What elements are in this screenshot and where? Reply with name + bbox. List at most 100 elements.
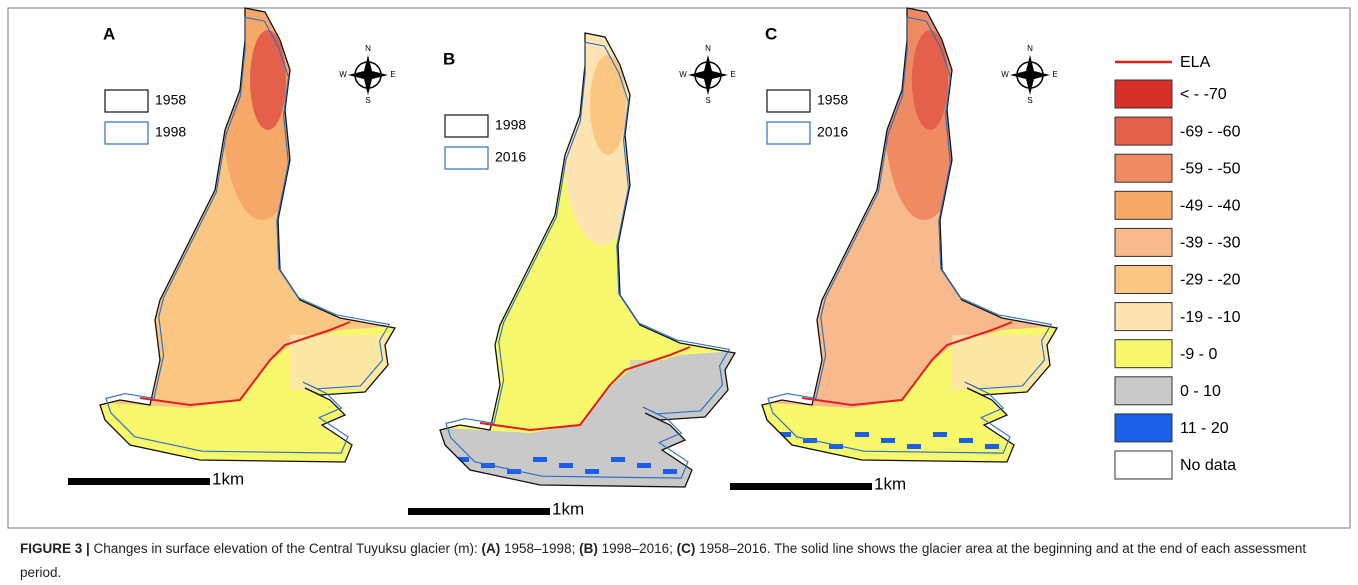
legend: ELA < - -70 -69 - -60 -59 - -50 -49 - -40 -39…	[1114, 54, 1241, 480]
outline-label: 2016	[817, 124, 848, 140]
caption-segment: Changes in surface elevation of the Cent…	[89, 541, 482, 556]
zone	[630, 360, 735, 415]
class-swatch	[1114, 302, 1173, 332]
outline-key	[104, 89, 149, 113]
outline-key	[444, 114, 489, 138]
glacier-fill	[762, 8, 1057, 462]
map-panel: C 1958 2016 1km N S E W	[730, 7, 1058, 493]
compass-e: E	[1052, 70, 1057, 79]
zone	[952, 335, 1057, 390]
patch	[455, 457, 469, 462]
compass-star	[688, 55, 728, 95]
class-swatch	[1114, 79, 1173, 109]
ela-line	[479, 346, 691, 432]
class-label: -39 - -30	[1180, 235, 1241, 252]
maps: A 1958 1998 1km N S E W B 1998 2016 1km N S E W C 1958 201…	[68, 7, 1058, 518]
compass-star	[1010, 55, 1050, 95]
figure-frame	[7, 7, 1351, 529]
zone	[250, 30, 286, 130]
class-label: No data	[1180, 457, 1236, 474]
patch	[933, 432, 947, 437]
caption-segment: (C)	[676, 541, 696, 556]
outline-label: 1958	[155, 92, 186, 108]
ela-line	[139, 321, 351, 407]
class-label: -49 - -40	[1180, 198, 1241, 215]
compass-n: N	[365, 44, 371, 53]
zone	[590, 55, 626, 155]
panel-label: B	[443, 49, 455, 68]
scale-bar	[408, 508, 550, 515]
patch	[959, 438, 973, 443]
caption-segment: FIGURE 3 |	[20, 541, 90, 556]
outline-label: 2016	[495, 149, 526, 165]
glacier-fill	[440, 33, 735, 487]
patch	[881, 438, 895, 443]
scale-bar	[730, 483, 872, 490]
patch	[829, 444, 843, 449]
compass: N S E W	[679, 44, 735, 105]
compass-e: E	[730, 70, 735, 79]
compass-star	[348, 55, 388, 95]
patch	[533, 457, 547, 462]
panel-label: C	[765, 24, 777, 43]
scale-label: 1km	[212, 469, 244, 488]
outline-label: 1958	[817, 92, 848, 108]
caption-segment: (B)	[579, 541, 598, 556]
compass-w: W	[1001, 70, 1009, 79]
class-swatch	[1114, 413, 1173, 443]
class-swatch	[1114, 339, 1173, 369]
class-swatch	[1114, 265, 1173, 294]
caption-segment: (A)	[481, 541, 501, 556]
class-swatch	[1114, 116, 1173, 146]
compass-w: W	[679, 70, 687, 79]
class-label: 0 - 10	[1180, 383, 1221, 400]
compass-e: E	[390, 70, 395, 79]
patch	[481, 463, 495, 468]
caption: FIGURE 3 | Changes in surface elevation …	[20, 537, 1340, 585]
patch	[507, 469, 521, 474]
patch	[907, 444, 921, 449]
patch	[585, 469, 599, 474]
class-label: -29 - -20	[1180, 272, 1241, 289]
class-swatch	[1114, 153, 1173, 183]
compass-n: N	[1027, 44, 1033, 53]
compass-s: S	[705, 96, 710, 105]
compass-s: S	[1027, 96, 1032, 105]
patch	[637, 463, 651, 468]
panel-label: A	[103, 24, 115, 43]
patch	[985, 444, 999, 449]
map-panel: A 1958 1998 1km N S E W	[68, 7, 396, 488]
compass-n: N	[705, 44, 711, 53]
caption-segment: 1958–2016. The solid line shows the glac…	[20, 541, 1307, 580]
patch	[559, 463, 573, 468]
zone	[912, 30, 948, 130]
class-label: -9 - 0	[1180, 346, 1217, 363]
patch	[855, 432, 869, 437]
class-label: 11 - 20	[1180, 420, 1229, 437]
compass: N S E W	[339, 44, 395, 105]
ela-label: ELA	[1180, 54, 1211, 71]
scale-label: 1km	[552, 499, 584, 518]
patch	[611, 457, 625, 462]
outline-key	[444, 146, 489, 170]
scale-bar	[68, 478, 210, 485]
outline-key	[766, 121, 811, 145]
compass: N S E W	[1001, 44, 1057, 105]
class-label: -59 - -50	[1180, 160, 1241, 177]
scale-label: 1km	[874, 474, 906, 493]
patch	[777, 432, 791, 437]
outline-label: 1998	[155, 124, 186, 140]
class-swatch	[1114, 376, 1173, 406]
class-swatch	[1114, 190, 1173, 220]
class-label: < - -70	[1180, 86, 1227, 103]
caption-segment: 1998–2016;	[597, 541, 677, 556]
class-swatch	[1114, 227, 1173, 257]
zone	[290, 335, 395, 390]
compass-s: S	[365, 96, 370, 105]
patch	[663, 469, 677, 474]
patch	[803, 438, 817, 443]
class-label: -19 - -10	[1180, 309, 1241, 326]
outline-key	[766, 89, 811, 113]
outline-label: 1998	[495, 117, 526, 133]
glacier-fill	[100, 8, 395, 462]
